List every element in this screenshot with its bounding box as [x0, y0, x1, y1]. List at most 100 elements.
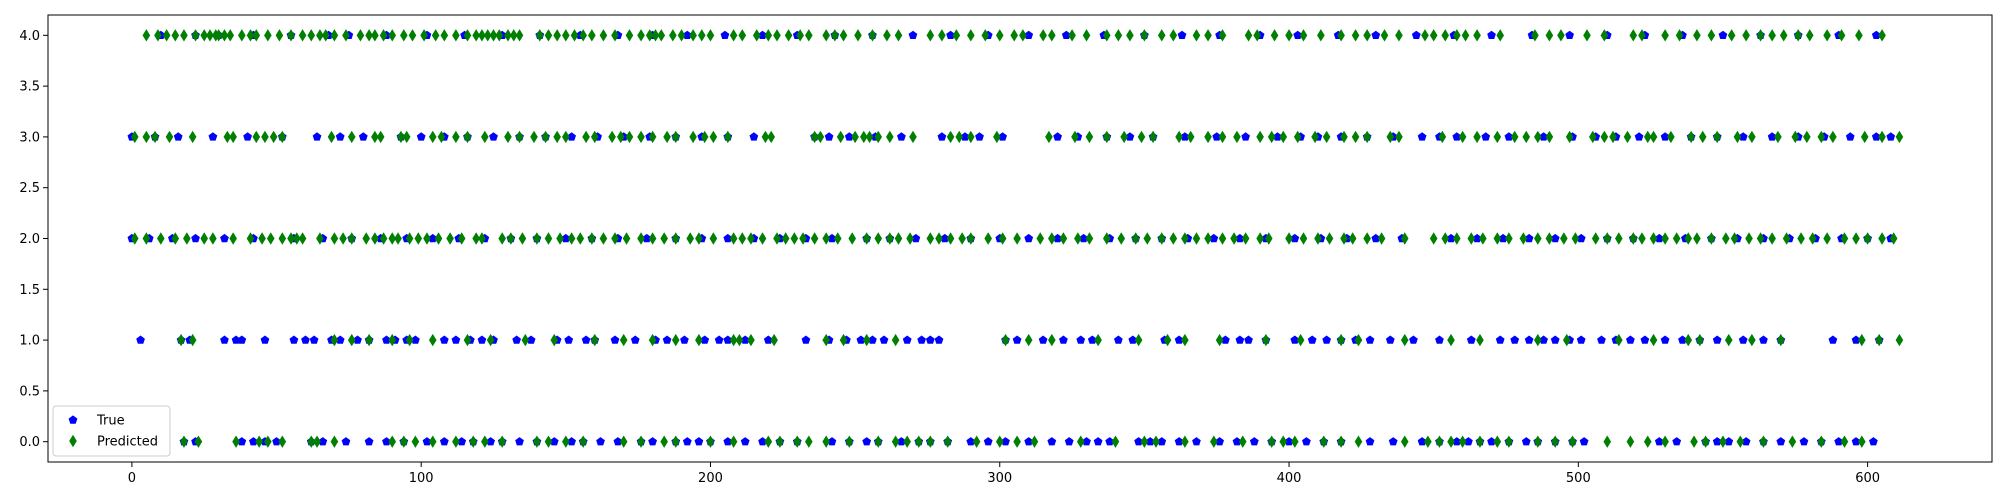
predicted-point [246, 232, 255, 245]
true-point [1654, 233, 1664, 243]
predicted-point [637, 232, 645, 245]
predicted-point [507, 232, 515, 245]
true-point [1388, 437, 1398, 446]
predicted-point [544, 29, 553, 42]
predicted-point [1317, 29, 1325, 42]
predicted-point [1262, 333, 1270, 347]
predicted-point [1270, 29, 1279, 42]
predicted-point [1013, 232, 1021, 245]
predicted-point [611, 29, 619, 42]
predicted-point [1531, 29, 1539, 42]
true-point [1712, 335, 1722, 344]
predicted-point [810, 130, 819, 144]
predicted-point [752, 29, 761, 42]
predicted-point [697, 29, 706, 42]
predicted-point [356, 29, 365, 42]
true-point [1134, 437, 1143, 446]
predicted-point [1698, 130, 1707, 144]
true-point [1472, 233, 1482, 243]
predicted-point [486, 333, 495, 347]
predicted-point [677, 29, 686, 42]
true-point [1024, 437, 1034, 446]
true-point [1024, 233, 1034, 243]
predicted-point [1114, 29, 1123, 42]
predicted-point [1687, 130, 1695, 144]
predicted-point [1071, 130, 1079, 144]
true-point [1634, 132, 1644, 141]
predicted-point [258, 232, 266, 245]
y-tick-label: 1.5 [19, 283, 40, 298]
predicted-point [1510, 130, 1519, 144]
predicted-point [481, 130, 489, 144]
predicted-point [1667, 130, 1675, 144]
predicted-point [1337, 29, 1345, 42]
predicted-point [1085, 232, 1094, 245]
predicted-point [1493, 130, 1502, 144]
predicted-point [886, 232, 894, 245]
predicted-point [637, 130, 645, 144]
predicted-point [1568, 435, 1577, 448]
predicted-point [1840, 435, 1849, 448]
true-point [1371, 30, 1381, 39]
predicted-point [1626, 435, 1635, 448]
predicted-point [1748, 333, 1756, 347]
predicted-point [388, 29, 397, 42]
true-point [1539, 132, 1548, 141]
true-point [439, 335, 449, 344]
true-point [549, 437, 559, 446]
predicted-point [1684, 333, 1693, 347]
predicted-point [521, 333, 530, 347]
predicted-point [854, 29, 862, 42]
predicted-point [1878, 232, 1886, 245]
true-point [1365, 335, 1375, 344]
true-point [1235, 335, 1245, 344]
predicted-point [405, 232, 414, 245]
predicted-point [764, 435, 773, 448]
predicted-point [446, 232, 454, 245]
predicted-point [1823, 29, 1831, 42]
predicted-point [1395, 130, 1403, 144]
predicted-point [544, 232, 553, 245]
predicted-point [805, 29, 813, 42]
predicted-point [1878, 29, 1886, 42]
predicted-point [1134, 333, 1143, 347]
predicted-point [1565, 130, 1574, 144]
predicted-point [478, 232, 486, 245]
predicted-point [431, 29, 440, 42]
true-point [1241, 132, 1250, 141]
predicted-point [943, 435, 952, 448]
predicted-point [1299, 232, 1308, 245]
predicted-point [1638, 29, 1646, 42]
predicted-point [822, 435, 830, 448]
true-point [439, 437, 449, 446]
legend-label-predicted: Predicted [97, 435, 158, 450]
predicted-point [214, 29, 223, 42]
true-point [1307, 335, 1317, 344]
predicted-point [637, 435, 645, 448]
predicted-point [1661, 232, 1669, 245]
true-point [902, 335, 912, 344]
predicted-point [1395, 29, 1403, 42]
predicted-point [200, 232, 209, 245]
true-point [917, 335, 926, 344]
predicted-point [1788, 435, 1797, 448]
predicted-point [1311, 130, 1319, 144]
predicted-point [1117, 232, 1126, 245]
predicted-point [1157, 232, 1166, 245]
true-point [243, 132, 252, 141]
predicted-point [440, 29, 449, 42]
predicted-point [1458, 130, 1467, 144]
predicted-point [371, 232, 379, 245]
true-point [723, 335, 733, 344]
true-point [1371, 233, 1381, 243]
predicted-point [955, 130, 964, 144]
predicted-point [1557, 29, 1565, 42]
predicted-point [1424, 435, 1432, 448]
predicted-point [376, 130, 385, 144]
predicted-point [1120, 130, 1128, 144]
predicted-point [1377, 232, 1386, 245]
y-tick-label: 0.0 [19, 435, 40, 450]
true-point [1209, 233, 1219, 243]
predicted-point [967, 232, 975, 245]
